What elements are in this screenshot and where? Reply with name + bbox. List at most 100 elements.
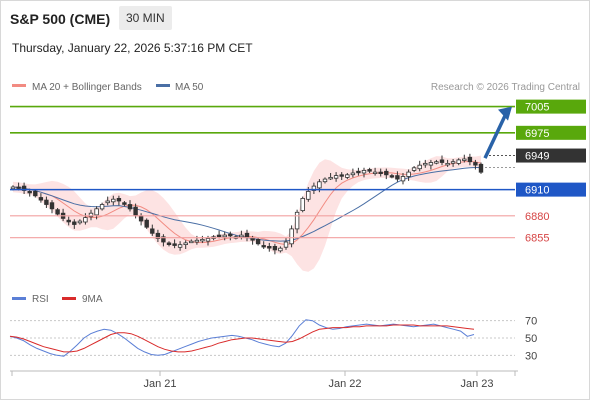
level-label-6880: 6880 <box>525 211 549 223</box>
candle <box>339 174 344 177</box>
candle <box>478 163 484 173</box>
candle <box>216 234 222 238</box>
candle <box>439 159 445 163</box>
candle <box>33 190 38 197</box>
candle <box>428 162 434 166</box>
level-label-6910: 6910 <box>525 185 549 197</box>
candle <box>317 181 322 189</box>
candle <box>239 234 244 238</box>
candle <box>255 238 261 245</box>
candle <box>150 228 155 234</box>
candle <box>228 233 233 237</box>
level-badge-7005 <box>516 99 586 114</box>
candle <box>367 169 372 172</box>
level-label-6855: 6855 <box>525 233 549 245</box>
candle <box>77 220 83 224</box>
candle <box>88 212 94 218</box>
price-plot <box>10 153 484 272</box>
rsi-ma-legend-swatch <box>62 297 76 300</box>
candle <box>473 162 478 166</box>
x-tick-label: Jan 21 <box>143 378 176 390</box>
candle <box>372 171 378 175</box>
candle <box>116 197 122 202</box>
rsi-tick-label: 30 <box>525 350 537 362</box>
candle <box>105 200 110 204</box>
candle <box>83 217 88 223</box>
candle <box>122 202 127 205</box>
candle <box>411 167 417 171</box>
candle <box>99 204 105 210</box>
candle <box>44 199 49 205</box>
candlesticks <box>10 153 484 255</box>
candle <box>350 172 356 176</box>
candle <box>177 244 183 248</box>
candle <box>462 158 467 161</box>
candle <box>450 161 456 164</box>
watermark: Research © 2026 Trading Central <box>431 82 580 93</box>
timeframe-button[interactable]: 30 MIN <box>119 6 172 30</box>
instrument-title: S&P 500 (CME) <box>10 11 111 27</box>
level-badge-6975 <box>516 125 586 140</box>
candle <box>456 159 461 164</box>
candle <box>155 232 161 239</box>
candle <box>49 202 55 210</box>
candle <box>55 209 60 215</box>
ma20-legend-label: MA 20 + Bollinger Bands <box>32 82 142 93</box>
candle <box>66 219 71 223</box>
ma50-legend-swatch <box>156 84 170 87</box>
timestamp: Thursday, January 22, 2026 5:37:16 PM CE… <box>12 41 253 55</box>
price-legend: MA 20 + Bollinger Bands MA 50 Research ©… <box>12 82 580 93</box>
candle <box>194 239 200 243</box>
candle <box>322 178 328 183</box>
rsi-legend-label: RSI <box>32 294 49 305</box>
candle <box>200 238 205 242</box>
candle <box>400 176 406 182</box>
candle <box>306 190 311 200</box>
rsi-ma-legend-label: 9MA <box>82 294 103 305</box>
candle <box>27 190 32 194</box>
rsi-tick-label: 70 <box>525 316 537 328</box>
rsi-ma-line <box>9 324 475 353</box>
candle <box>244 232 250 239</box>
header: S&P 500 (CME) 30 MIN <box>0 5 590 33</box>
x-axis: Jan 21 Jan 22 Jan 23 <box>11 371 516 390</box>
levels-layer: 7005 6975 6949 6910 6880 6855 <box>10 99 586 245</box>
candle <box>467 156 473 163</box>
candle <box>261 245 266 248</box>
level-badge-6949 <box>516 148 586 163</box>
level-label-7005: 7005 <box>525 102 549 114</box>
x-tick-label: Jan 22 <box>328 378 361 390</box>
rsi-legend: RSI 9MA <box>12 294 103 305</box>
candle <box>10 186 16 190</box>
candle <box>172 243 177 246</box>
candle <box>356 170 361 174</box>
candle <box>138 215 144 222</box>
x-tick-label: Jan 23 <box>460 378 493 390</box>
candle <box>333 175 339 179</box>
rsi-plot: 70 50 30 <box>9 316 537 362</box>
ma20-legend-swatch <box>12 84 26 87</box>
candle <box>384 170 389 176</box>
candle <box>16 186 21 189</box>
forecast-arrow-head <box>498 106 512 121</box>
candle <box>311 185 317 191</box>
candle <box>300 197 305 211</box>
candle <box>445 162 450 166</box>
candle <box>94 208 99 216</box>
rsi-legend-swatch <box>12 297 26 300</box>
candle <box>272 245 278 251</box>
candle <box>21 185 27 191</box>
candle <box>294 211 300 230</box>
candle <box>328 176 333 180</box>
candle <box>166 242 172 245</box>
rsi-tick-label: 50 <box>525 333 537 345</box>
candle <box>378 171 383 175</box>
forecast-arrow-shaft <box>483 112 508 159</box>
candle <box>189 240 194 244</box>
level-badge-6910 <box>516 182 586 197</box>
candle <box>144 219 149 228</box>
candle <box>222 234 227 238</box>
candle <box>38 197 44 201</box>
